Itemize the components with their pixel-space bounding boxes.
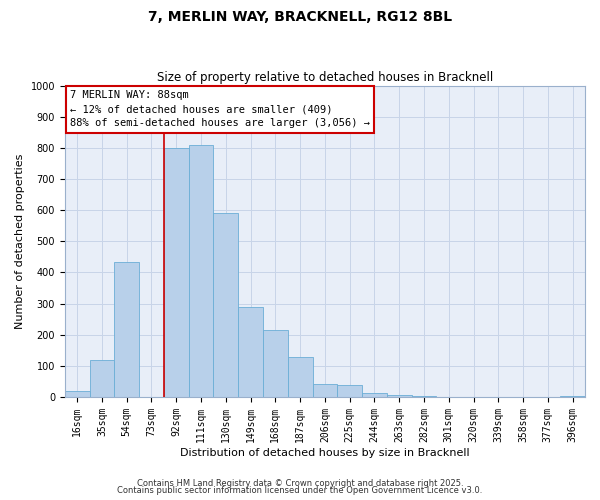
- Text: 7, MERLIN WAY, BRACKNELL, RG12 8BL: 7, MERLIN WAY, BRACKNELL, RG12 8BL: [148, 10, 452, 24]
- Bar: [263, 330, 288, 397]
- Bar: [115, 262, 139, 397]
- Title: Size of property relative to detached houses in Bracknell: Size of property relative to detached ho…: [157, 72, 493, 85]
- Text: Contains HM Land Registry data © Crown copyright and database right 2025.: Contains HM Land Registry data © Crown c…: [137, 478, 463, 488]
- Bar: [387, 396, 412, 397]
- Bar: [214, 214, 238, 397]
- Bar: [89, 360, 115, 397]
- Bar: [288, 356, 313, 397]
- Bar: [238, 306, 263, 397]
- Text: 7 MERLIN WAY: 88sqm
← 12% of detached houses are smaller (409)
88% of semi-detac: 7 MERLIN WAY: 88sqm ← 12% of detached ho…: [70, 90, 370, 128]
- Bar: [412, 396, 436, 397]
- Bar: [362, 393, 387, 397]
- Bar: [65, 392, 89, 397]
- Y-axis label: Number of detached properties: Number of detached properties: [15, 154, 25, 329]
- Bar: [188, 145, 214, 397]
- Bar: [337, 384, 362, 397]
- Text: Contains public sector information licensed under the Open Government Licence v3: Contains public sector information licen…: [118, 486, 482, 495]
- Bar: [164, 148, 188, 397]
- Bar: [313, 384, 337, 397]
- X-axis label: Distribution of detached houses by size in Bracknell: Distribution of detached houses by size …: [180, 448, 470, 458]
- Bar: [560, 396, 585, 397]
